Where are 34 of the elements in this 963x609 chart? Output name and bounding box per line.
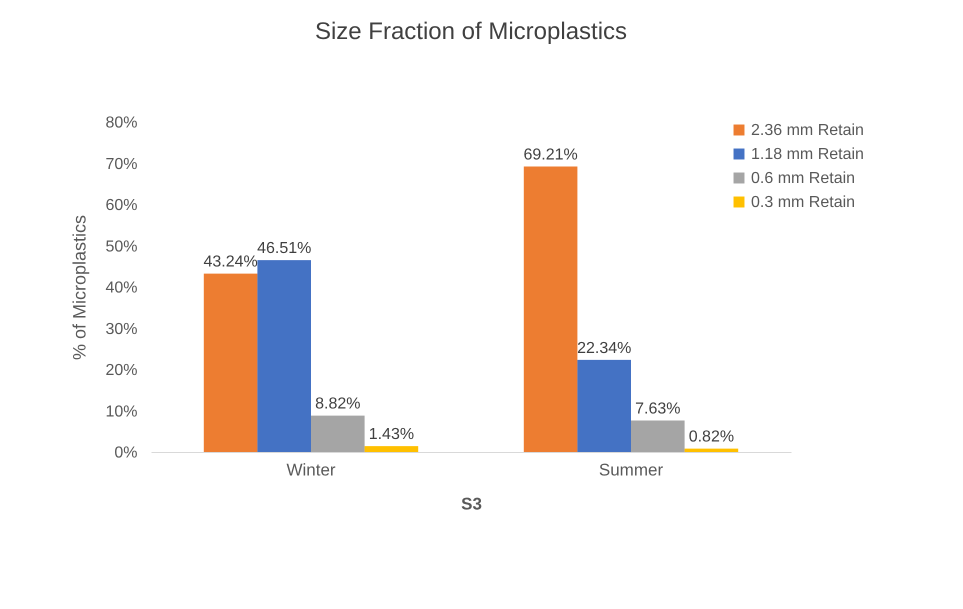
legend-label: 1.18 mm Retain (751, 146, 864, 163)
chart-title: Size Fraction of Microplastics (314, 18, 628, 45)
legend-label: 0.6 mm Retain (751, 170, 856, 187)
y-tick-label: 80% (105, 114, 138, 132)
bar (257, 260, 311, 452)
legend-label: 2.36 mm Retain (751, 122, 864, 139)
x-axis-title: S3 (461, 494, 482, 514)
data-label: 8.82% (315, 396, 360, 413)
bar (684, 448, 738, 452)
y-tick-label: 20% (105, 362, 138, 379)
bar (204, 274, 258, 452)
y-tick-label: 70% (105, 156, 138, 173)
y-tick-label: 40% (105, 280, 138, 296)
y-tick-label: 10% (105, 403, 138, 420)
data-label: 0.82% (688, 428, 734, 446)
data-label: 7.63% (635, 400, 680, 418)
data-label: 22.34% (577, 340, 632, 357)
y-tick-label: 60% (105, 197, 138, 214)
data-label: 43.24% (203, 254, 258, 271)
bar (577, 360, 631, 452)
bar (524, 166, 578, 452)
data-label: 46.51% (257, 240, 312, 258)
y-tick-label: 50% (105, 238, 138, 256)
bar (631, 420, 685, 452)
x-tick-label: Summer (598, 460, 664, 480)
legend-label: 0.3 mm Retain (751, 194, 856, 211)
bar (311, 416, 365, 452)
y-tick-label: 30% (105, 320, 138, 338)
y-tick-label: 0% (114, 444, 138, 462)
data-label: 1.43% (368, 426, 414, 444)
data-label: 69.21% (523, 146, 578, 164)
bar (364, 446, 418, 452)
y-axis-title: % of Microplastics (69, 214, 90, 360)
x-tick-label: Winter (286, 460, 336, 480)
